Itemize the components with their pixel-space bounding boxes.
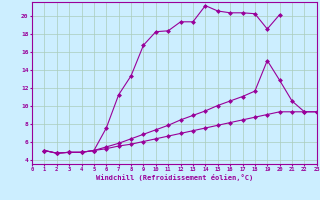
X-axis label: Windchill (Refroidissement éolien,°C): Windchill (Refroidissement éolien,°C) bbox=[96, 174, 253, 181]
